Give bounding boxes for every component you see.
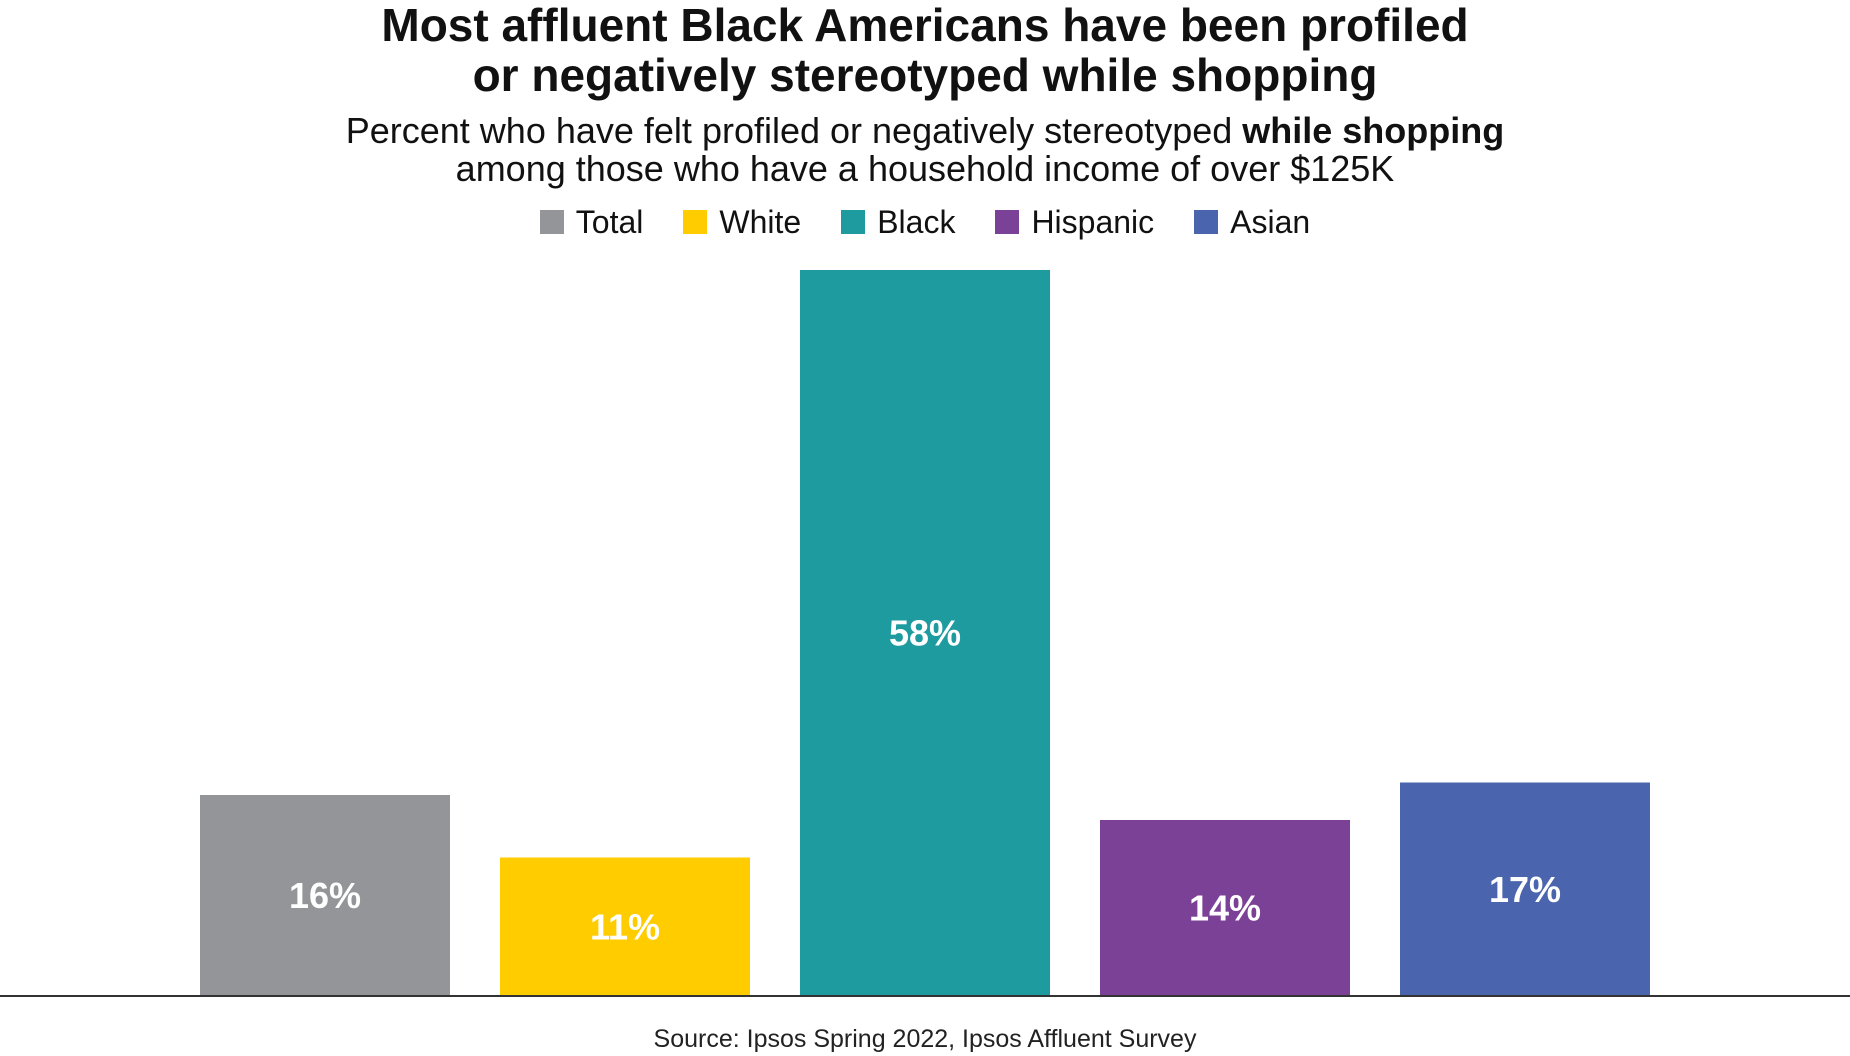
legend-item-asian: Asian [1194, 204, 1310, 240]
data-label-black: 58% [889, 613, 961, 654]
legend-label-white: White [719, 204, 802, 240]
chart-subtitle-line-1: Percent who have felt profiled or negati… [0, 112, 1850, 150]
legend-label-hispanic: Hispanic [1031, 204, 1155, 240]
chart-subtitle-regular: Percent who have felt profiled or negati… [345, 110, 1243, 151]
legend-swatch-hispanic [995, 210, 1020, 234]
bar-black [800, 270, 1050, 995]
bar-white [500, 857, 750, 995]
data-label-total: 16% [289, 875, 361, 916]
chart-subtitle-line-2: among those who have a household income … [455, 148, 1395, 189]
legend-swatch-total [539, 210, 564, 234]
legend-label-black: Black [877, 204, 956, 240]
legend-label-asian: Asian [1230, 204, 1311, 240]
chart-subtitle: Percent who have felt profiled or negati… [0, 112, 1850, 188]
bar-hispanic [1100, 820, 1350, 995]
data-label-asian: 17% [1489, 869, 1561, 910]
chart-title: Most affluent Black Americans have been … [0, 0, 1850, 100]
chart-subtitle-bold: while shopping [1242, 110, 1505, 151]
chart-title-line-2: or negatively stereotyped while shopping [472, 49, 1378, 101]
legend-item-total: Total [539, 204, 644, 240]
chart-title-line-1: Most affluent Black Americans have been … [381, 0, 1469, 51]
legend-item-white: White [683, 204, 801, 240]
data-label-white: 11% [590, 906, 660, 947]
legend-item-black: Black [841, 204, 955, 240]
chart-legend: Total White Black Hispanic Asian [0, 204, 1850, 240]
legend-label-total: Total [575, 204, 644, 240]
legend-swatch-asian [1194, 210, 1219, 234]
legend-swatch-white [683, 210, 708, 234]
bar-asian [1400, 782, 1650, 995]
legend-item-hispanic: Hispanic [995, 204, 1154, 240]
data-label-hispanic: 14% [1189, 888, 1261, 929]
legend-swatch-black [841, 210, 866, 234]
bar-total [200, 795, 450, 995]
source-note: Source: Ipsos Spring 2022, Ipsos Affluen… [653, 1025, 1197, 1053]
